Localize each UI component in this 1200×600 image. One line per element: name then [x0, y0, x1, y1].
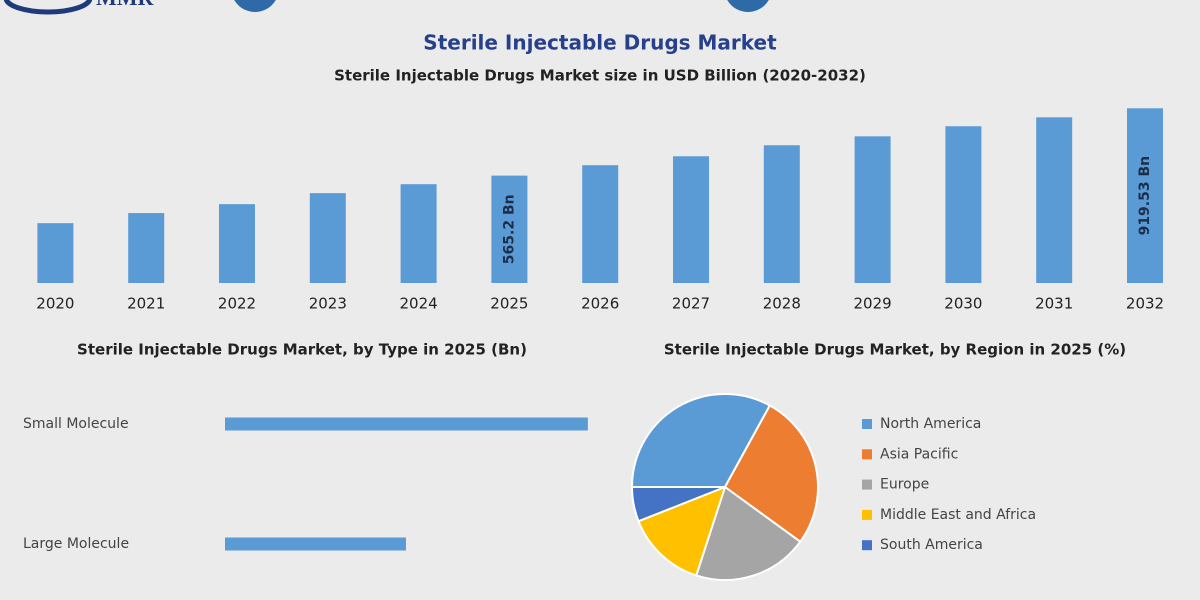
pie-slice	[630, 486, 726, 523]
x-tick-label: 2028	[763, 295, 801, 313]
legend-swatch	[862, 479, 872, 490]
bar	[219, 204, 255, 283]
legend-label: Europe	[880, 477, 929, 493]
bar	[673, 156, 709, 283]
x-tick-label: 2027	[672, 295, 710, 313]
bar	[491, 175, 528, 283]
x-tick-label: 2025	[490, 295, 528, 313]
bar	[945, 126, 982, 283]
logo-text: MMR	[96, 0, 155, 10]
data-label: 919.53 Bn	[1137, 156, 1153, 236]
x-tick-label: 2020	[36, 295, 74, 313]
x-tick-label: 2023	[309, 295, 347, 313]
pie-slice	[723, 404, 819, 544]
pie-slice	[630, 393, 772, 488]
bar	[1036, 117, 1073, 283]
chart-subtitle: Sterile Injectable Drugs Market size in …	[334, 67, 866, 85]
data-label: 565.2 Bn	[501, 194, 517, 264]
x-tick-label: 2029	[854, 295, 892, 313]
logo: MMR	[3, 0, 155, 15]
chart-title: Sterile Injectable Drugs Market	[423, 31, 777, 55]
bar	[225, 537, 406, 551]
bar	[37, 223, 74, 283]
x-tick-label: 2032	[1126, 295, 1164, 313]
legend-label: South America	[880, 537, 983, 553]
y-tick-label: Small Molecule	[23, 416, 129, 432]
bar	[854, 136, 891, 283]
bar	[763, 145, 800, 283]
bar	[582, 165, 619, 283]
legend-label: North America	[880, 416, 981, 432]
legend-swatch	[862, 419, 872, 429]
legend-swatch	[862, 449, 872, 460]
pie-slice	[695, 485, 802, 581]
y-tick-label: Large Molecule	[23, 536, 129, 552]
legend-swatch	[862, 540, 872, 551]
header-icon	[727, 0, 769, 12]
bar	[400, 184, 437, 283]
x-tick-label: 2031	[1035, 295, 1073, 313]
legend-label: Middle East and Africa	[880, 507, 1036, 523]
chart-title: Sterile Injectable Drugs Market, by Regi…	[664, 341, 1126, 359]
bar	[309, 193, 346, 283]
chart-title: Sterile Injectable Drugs Market, by Type…	[77, 341, 527, 359]
x-tick-label: 2022	[218, 295, 256, 313]
logo-swoosh	[3, 0, 93, 15]
header-icon	[234, 0, 276, 12]
bar	[225, 417, 588, 431]
x-tick-label: 2024	[400, 295, 438, 313]
x-tick-label: 2030	[944, 295, 982, 313]
bar	[128, 213, 165, 283]
bar	[1127, 108, 1163, 283]
pie-slice	[637, 485, 727, 577]
x-tick-label: 2026	[581, 295, 619, 313]
x-tick-label: 2021	[127, 295, 165, 313]
legend-swatch	[862, 509, 872, 520]
legend-label: Asia Pacific	[880, 446, 958, 462]
